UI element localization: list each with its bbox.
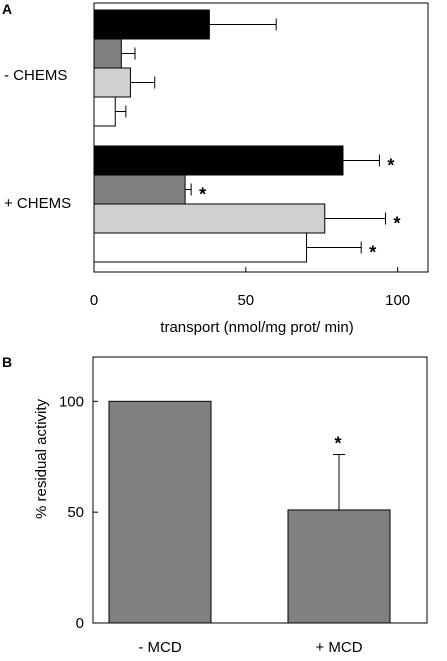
panel-a-x-axis-title: transport (nmol/mg prot/ min) bbox=[160, 319, 353, 336]
panel-a-bar bbox=[93, 232, 308, 263]
panel-a-plot-frame bbox=[93, 2, 429, 273]
panel-b-bar bbox=[108, 400, 212, 624]
panel-b-plot-frame bbox=[92, 356, 428, 624]
panel-a-category-label: + CHEMS bbox=[4, 195, 71, 212]
panel-b-chart: 0 50 100 - MCD + MCD * bbox=[59, 356, 428, 656]
panel-a-x-tick-label: 0 bbox=[90, 292, 98, 309]
panel-b-x-tick-label: + MCD bbox=[315, 639, 362, 656]
panel-a-letter: A bbox=[2, 1, 12, 17]
panel-a-bar bbox=[93, 96, 116, 127]
panel-a-significance-marker: * bbox=[393, 214, 400, 234]
panel-a-x-tick-label: 50 bbox=[237, 292, 254, 309]
panel-b-y-tick-label: 0 bbox=[76, 615, 84, 632]
panel-a-bar bbox=[93, 145, 344, 176]
panel-a-significance-marker: * bbox=[369, 243, 376, 263]
panel-a-significance-marker: * bbox=[199, 185, 206, 205]
panel-b-letter: B bbox=[2, 354, 12, 370]
panel-a-chart: - CHEMS + CHEMS * * * * 0 50 100 bbox=[4, 2, 429, 309]
panel-b-y-tick-label: 50 bbox=[67, 504, 84, 521]
panel-b-y-tick-label: 100 bbox=[59, 393, 84, 410]
panel-b-x-tick-label: - MCD bbox=[138, 639, 181, 656]
panel-a-bar bbox=[93, 67, 131, 98]
panel-b-y-axis-title: % residual activity bbox=[33, 398, 50, 519]
panel-a-x-tick-label: 100 bbox=[385, 292, 410, 309]
panel-a-category-label: - CHEMS bbox=[4, 67, 67, 84]
panel-a-significance-marker: * bbox=[387, 156, 394, 176]
panel-a-bar bbox=[93, 203, 326, 234]
panel-a-bar bbox=[93, 174, 186, 205]
panel-b-significance-marker: * bbox=[334, 434, 341, 454]
panel-b-bar bbox=[287, 509, 391, 624]
panel-a-bar bbox=[93, 38, 122, 69]
panel-a-bar bbox=[93, 9, 210, 40]
